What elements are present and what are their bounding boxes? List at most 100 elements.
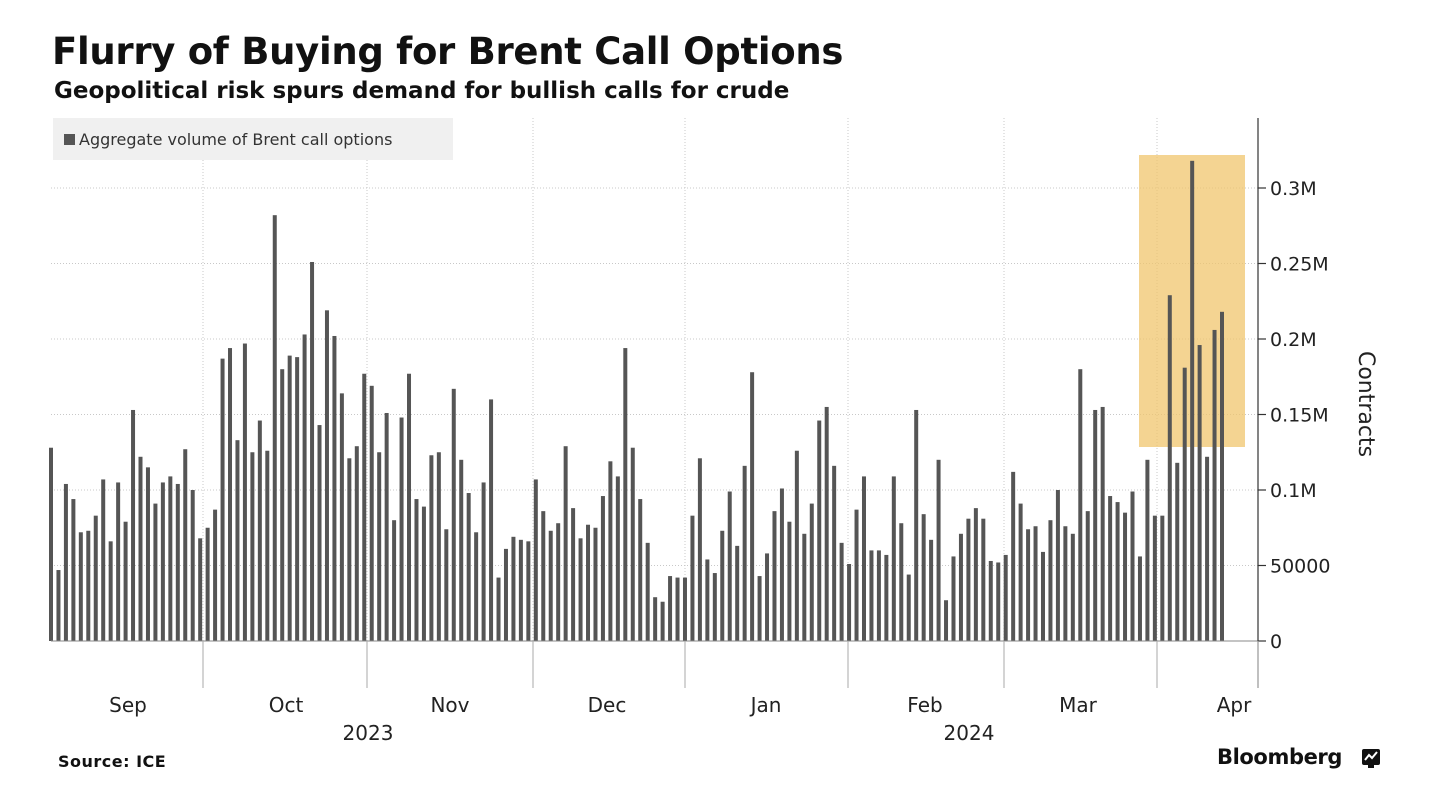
bar [287,355,292,641]
bar [1093,409,1098,641]
bar [377,452,382,641]
bar [944,600,949,641]
bar [623,348,628,641]
bar [175,483,180,641]
bar [772,511,777,641]
bar [526,541,531,641]
bar [198,538,203,641]
x-tick-label: Dec [588,693,627,717]
bar [1063,526,1068,641]
bar [310,261,315,641]
source-note: Source: ICE [58,752,167,771]
bar [1205,456,1210,641]
legend-label: Aggregate volume of Brent call options [79,130,392,149]
bar [541,511,546,641]
bar [123,521,128,641]
bar [347,458,352,641]
x-tick-label: Nov [430,693,469,717]
bar [354,446,359,641]
bar [556,523,561,641]
bar [966,518,971,641]
bar [1212,329,1217,641]
bar [1108,496,1113,641]
x-year-label: 2024 [944,721,995,745]
bar [996,562,1001,641]
bar [1026,529,1031,641]
bar [876,550,881,641]
bar [295,357,300,641]
bar [213,509,218,641]
bar [1018,503,1023,641]
bar [586,524,591,641]
bar [1011,471,1016,641]
legend-box [53,118,453,160]
bar [787,521,792,641]
bar [757,576,762,641]
bar [153,503,158,641]
bar [414,499,419,641]
bar [802,533,807,641]
y-tick-label: 0.15M [1270,405,1329,427]
bar [653,597,658,641]
bar [1160,515,1165,641]
bar [436,452,441,641]
bar [1175,462,1180,641]
bar [869,550,874,641]
x-year-label: 2023 [343,721,394,745]
bar [138,456,143,641]
bar [160,482,165,641]
bar [936,459,941,641]
bar [511,536,516,641]
bar [973,508,978,641]
bar [951,556,956,641]
bar [1070,533,1075,641]
bar [1040,551,1045,641]
bar [615,476,620,641]
bar [690,515,695,641]
bar [481,482,486,641]
bar [429,455,434,641]
bar [750,372,755,641]
bar [451,388,456,641]
bar [861,476,866,641]
y-tick-label: 0 [1270,631,1282,653]
bar [116,482,121,641]
bar [593,527,598,641]
bar [682,577,687,641]
bar [533,479,538,641]
bar [1167,295,1172,641]
bar [265,450,270,641]
bar [339,393,344,641]
bar [981,518,986,641]
bar [720,530,725,641]
bar [809,503,814,641]
bar [727,491,732,641]
bar [108,541,113,641]
bar [645,542,650,641]
bar [250,452,255,641]
y-tick-label: 0.25M [1270,254,1329,276]
bar [407,373,412,641]
bar [362,373,367,641]
bar [280,369,285,641]
bar [101,479,106,641]
bar [884,554,889,641]
bar [1078,369,1083,641]
bar [891,476,896,641]
bar [518,539,523,641]
bar [1152,515,1157,641]
bar [742,465,747,641]
bar [563,446,568,641]
chart-subtitle: Geopolitical risk spurs demand for bulli… [54,78,790,104]
bar [608,461,613,641]
bar [474,532,479,641]
chart-title: Flurry of Buying for Brent Call Options [52,30,844,73]
bar [369,385,374,641]
bar [49,447,53,641]
bar [384,412,389,641]
bar [466,493,471,641]
bar [675,577,680,641]
x-tick-label: Jan [749,693,782,717]
bar [1033,526,1038,641]
bar [839,542,844,641]
